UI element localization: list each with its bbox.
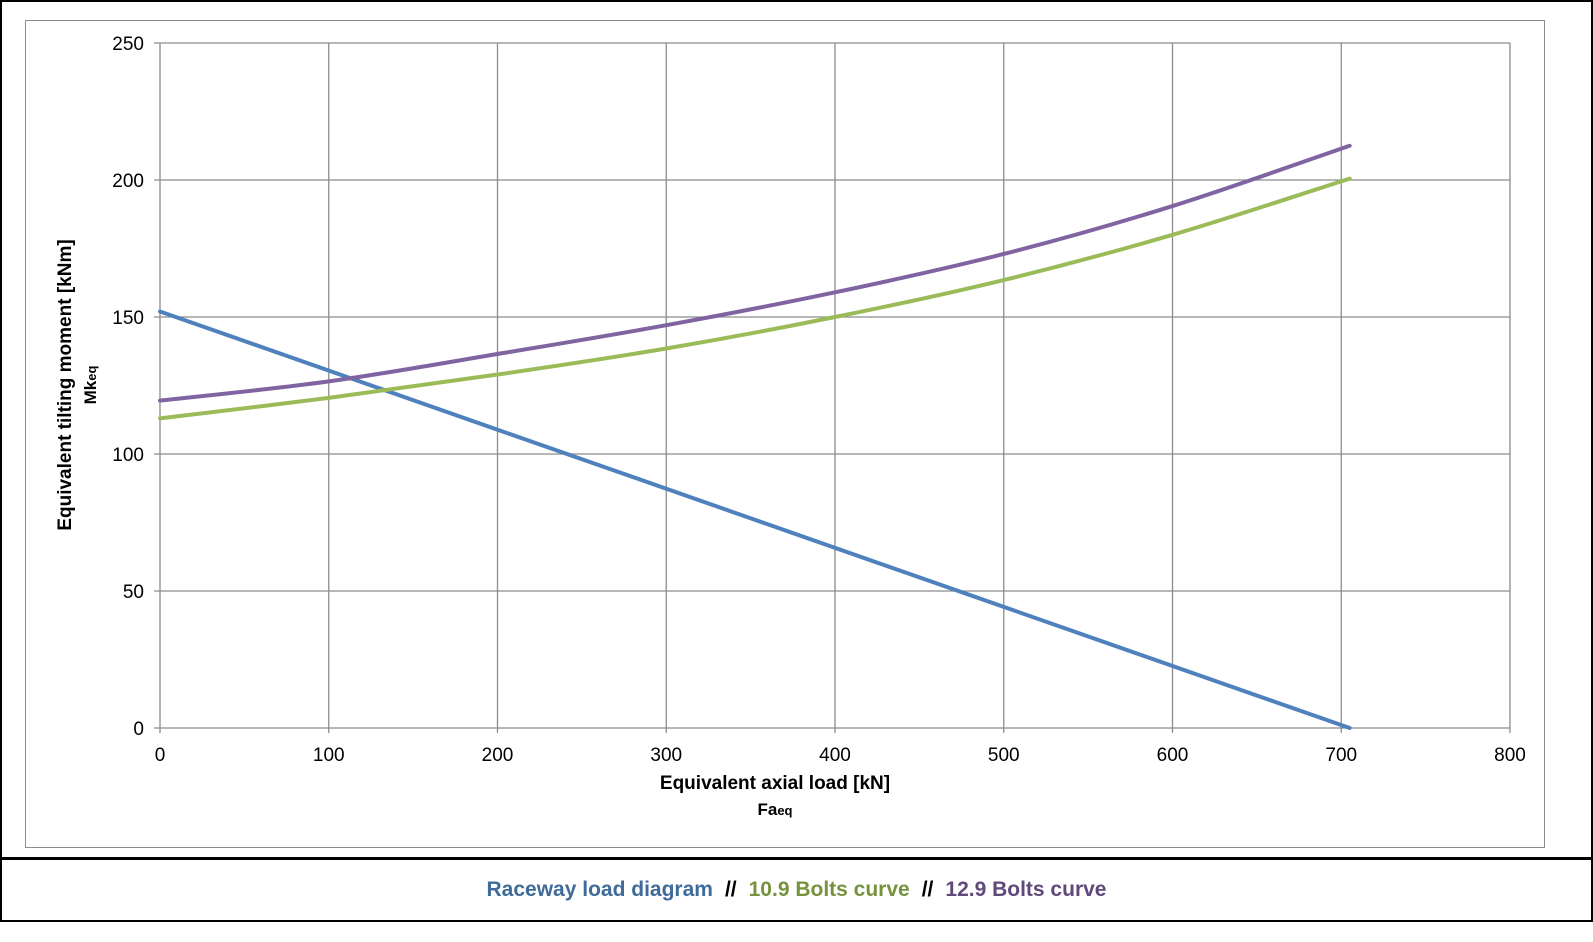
- x-axis-label: Equivalent axial load [kN]: [660, 773, 890, 794]
- y-axis-sublabel: Mkeq: [81, 366, 100, 405]
- legend: Raceway load diagram // 10.9 Bolts curve…: [0, 862, 1593, 918]
- legend-separator: //: [724, 878, 737, 901]
- y-tick-label: 50: [123, 582, 144, 603]
- divider: [0, 857, 1593, 860]
- y-tick-label: 150: [112, 308, 144, 329]
- x-tick-label: 500: [988, 745, 1020, 766]
- series-line-raceway-load-diagram: [158, 309, 1352, 730]
- y-tick-label: 200: [112, 171, 144, 192]
- x-tick-label: 0: [155, 745, 166, 766]
- legend-10-9-bolts: 10.9 Bolts curve: [748, 878, 910, 901]
- x-tick-label: 600: [1157, 745, 1189, 766]
- x-tick-label: 700: [1325, 745, 1357, 766]
- x-tick-label: 300: [650, 745, 682, 766]
- y-tick-label: 100: [112, 445, 144, 466]
- series-line-12-9-bolts-curve: [158, 143, 1352, 403]
- chart-container: [0, 0, 1593, 922]
- x-tick-label: 100: [313, 745, 345, 766]
- y-tick-label: 0: [133, 719, 144, 740]
- line-chart: 0 100 200 300 400 500 600 700 800 0 50 100 150 200 250…: [55, 34, 1526, 819]
- x-tick-label: 400: [819, 745, 851, 766]
- y-tick-label: 250: [112, 34, 144, 55]
- legend-12-9-bolts: 12.9 Bolts curve: [945, 878, 1107, 901]
- legend-separator: //: [921, 878, 934, 901]
- x-tick-label: 800: [1494, 745, 1526, 766]
- x-tick-label: 200: [482, 745, 514, 766]
- series-line-10-9-bolts-curve: [158, 176, 1352, 421]
- y-axis-label: Equivalent tilting moment [kNm]: [55, 239, 76, 530]
- plot-frame: [25, 20, 1545, 848]
- x-axis-sublabel: Faeq: [757, 800, 792, 819]
- legend-raceway: Raceway load diagram: [486, 878, 713, 901]
